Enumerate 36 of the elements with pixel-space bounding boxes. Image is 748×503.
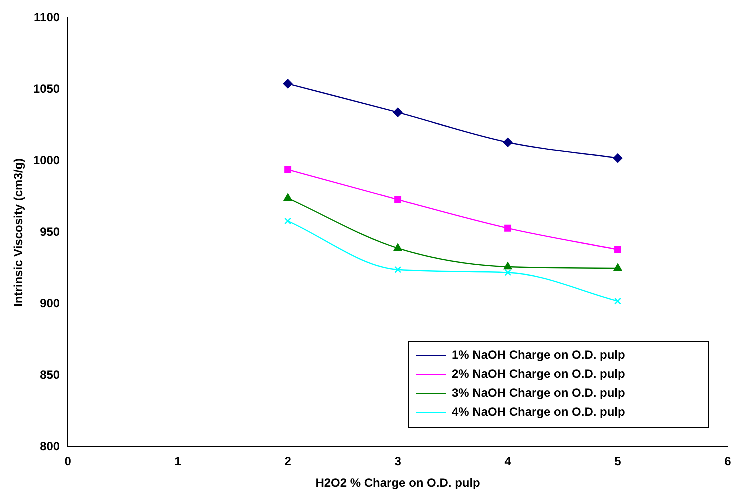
x-tick-label: 2 bbox=[284, 454, 292, 469]
point bbox=[393, 108, 403, 118]
point bbox=[614, 246, 622, 254]
legend-label: 1% NaOH Charge on O.D. pulp bbox=[452, 348, 626, 362]
x-tick-label: 3 bbox=[394, 454, 402, 469]
legend-label: 3% NaOH Charge on O.D. pulp bbox=[452, 386, 626, 400]
y-tick-label: 1000 bbox=[33, 154, 60, 168]
legend-label: 4% NaOH Charge on O.D. pulp bbox=[452, 405, 626, 420]
point bbox=[613, 154, 623, 163]
x-tick-label: 1 bbox=[174, 454, 182, 469]
y-tick-label: 1100 bbox=[34, 10, 60, 25]
point bbox=[614, 298, 622, 305]
x-tick-label: 6 bbox=[724, 454, 732, 469]
point bbox=[284, 166, 292, 174]
point bbox=[614, 264, 622, 272]
point bbox=[504, 224, 512, 232]
y-tick-label: 850 bbox=[40, 368, 60, 382]
y-tick-label: 900 bbox=[40, 296, 60, 311]
x-tick-label: 4 bbox=[504, 454, 512, 469]
y-axis-title: Intrinsic Viscosity (cm3/g) bbox=[12, 158, 26, 307]
point bbox=[503, 138, 513, 148]
point bbox=[283, 79, 293, 89]
point bbox=[284, 194, 292, 202]
point bbox=[504, 269, 512, 276]
point bbox=[284, 218, 292, 225]
legend-label: 2% NaOH Charge on O.D. pulp bbox=[452, 367, 626, 382]
x-tick-label: 5 bbox=[614, 454, 622, 469]
point bbox=[394, 244, 402, 252]
y-tick-label: 950 bbox=[40, 225, 60, 240]
y-tick-label: 800 bbox=[40, 440, 60, 454]
point bbox=[394, 196, 402, 204]
point bbox=[504, 262, 512, 270]
point bbox=[394, 266, 402, 274]
x-tick-label: 0 bbox=[64, 454, 72, 469]
x-axis-title: H2O2 % Charge on O.D. pulp bbox=[316, 476, 480, 490]
y-tick-label: 1050 bbox=[33, 82, 60, 96]
